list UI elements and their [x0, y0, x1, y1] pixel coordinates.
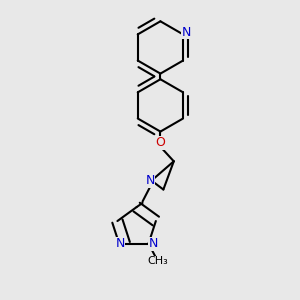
Text: N: N: [182, 26, 191, 38]
Text: CH₃: CH₃: [147, 256, 168, 266]
Text: N: N: [145, 174, 155, 187]
Text: O: O: [155, 136, 165, 149]
Text: N: N: [115, 237, 125, 250]
Text: N: N: [148, 237, 158, 250]
